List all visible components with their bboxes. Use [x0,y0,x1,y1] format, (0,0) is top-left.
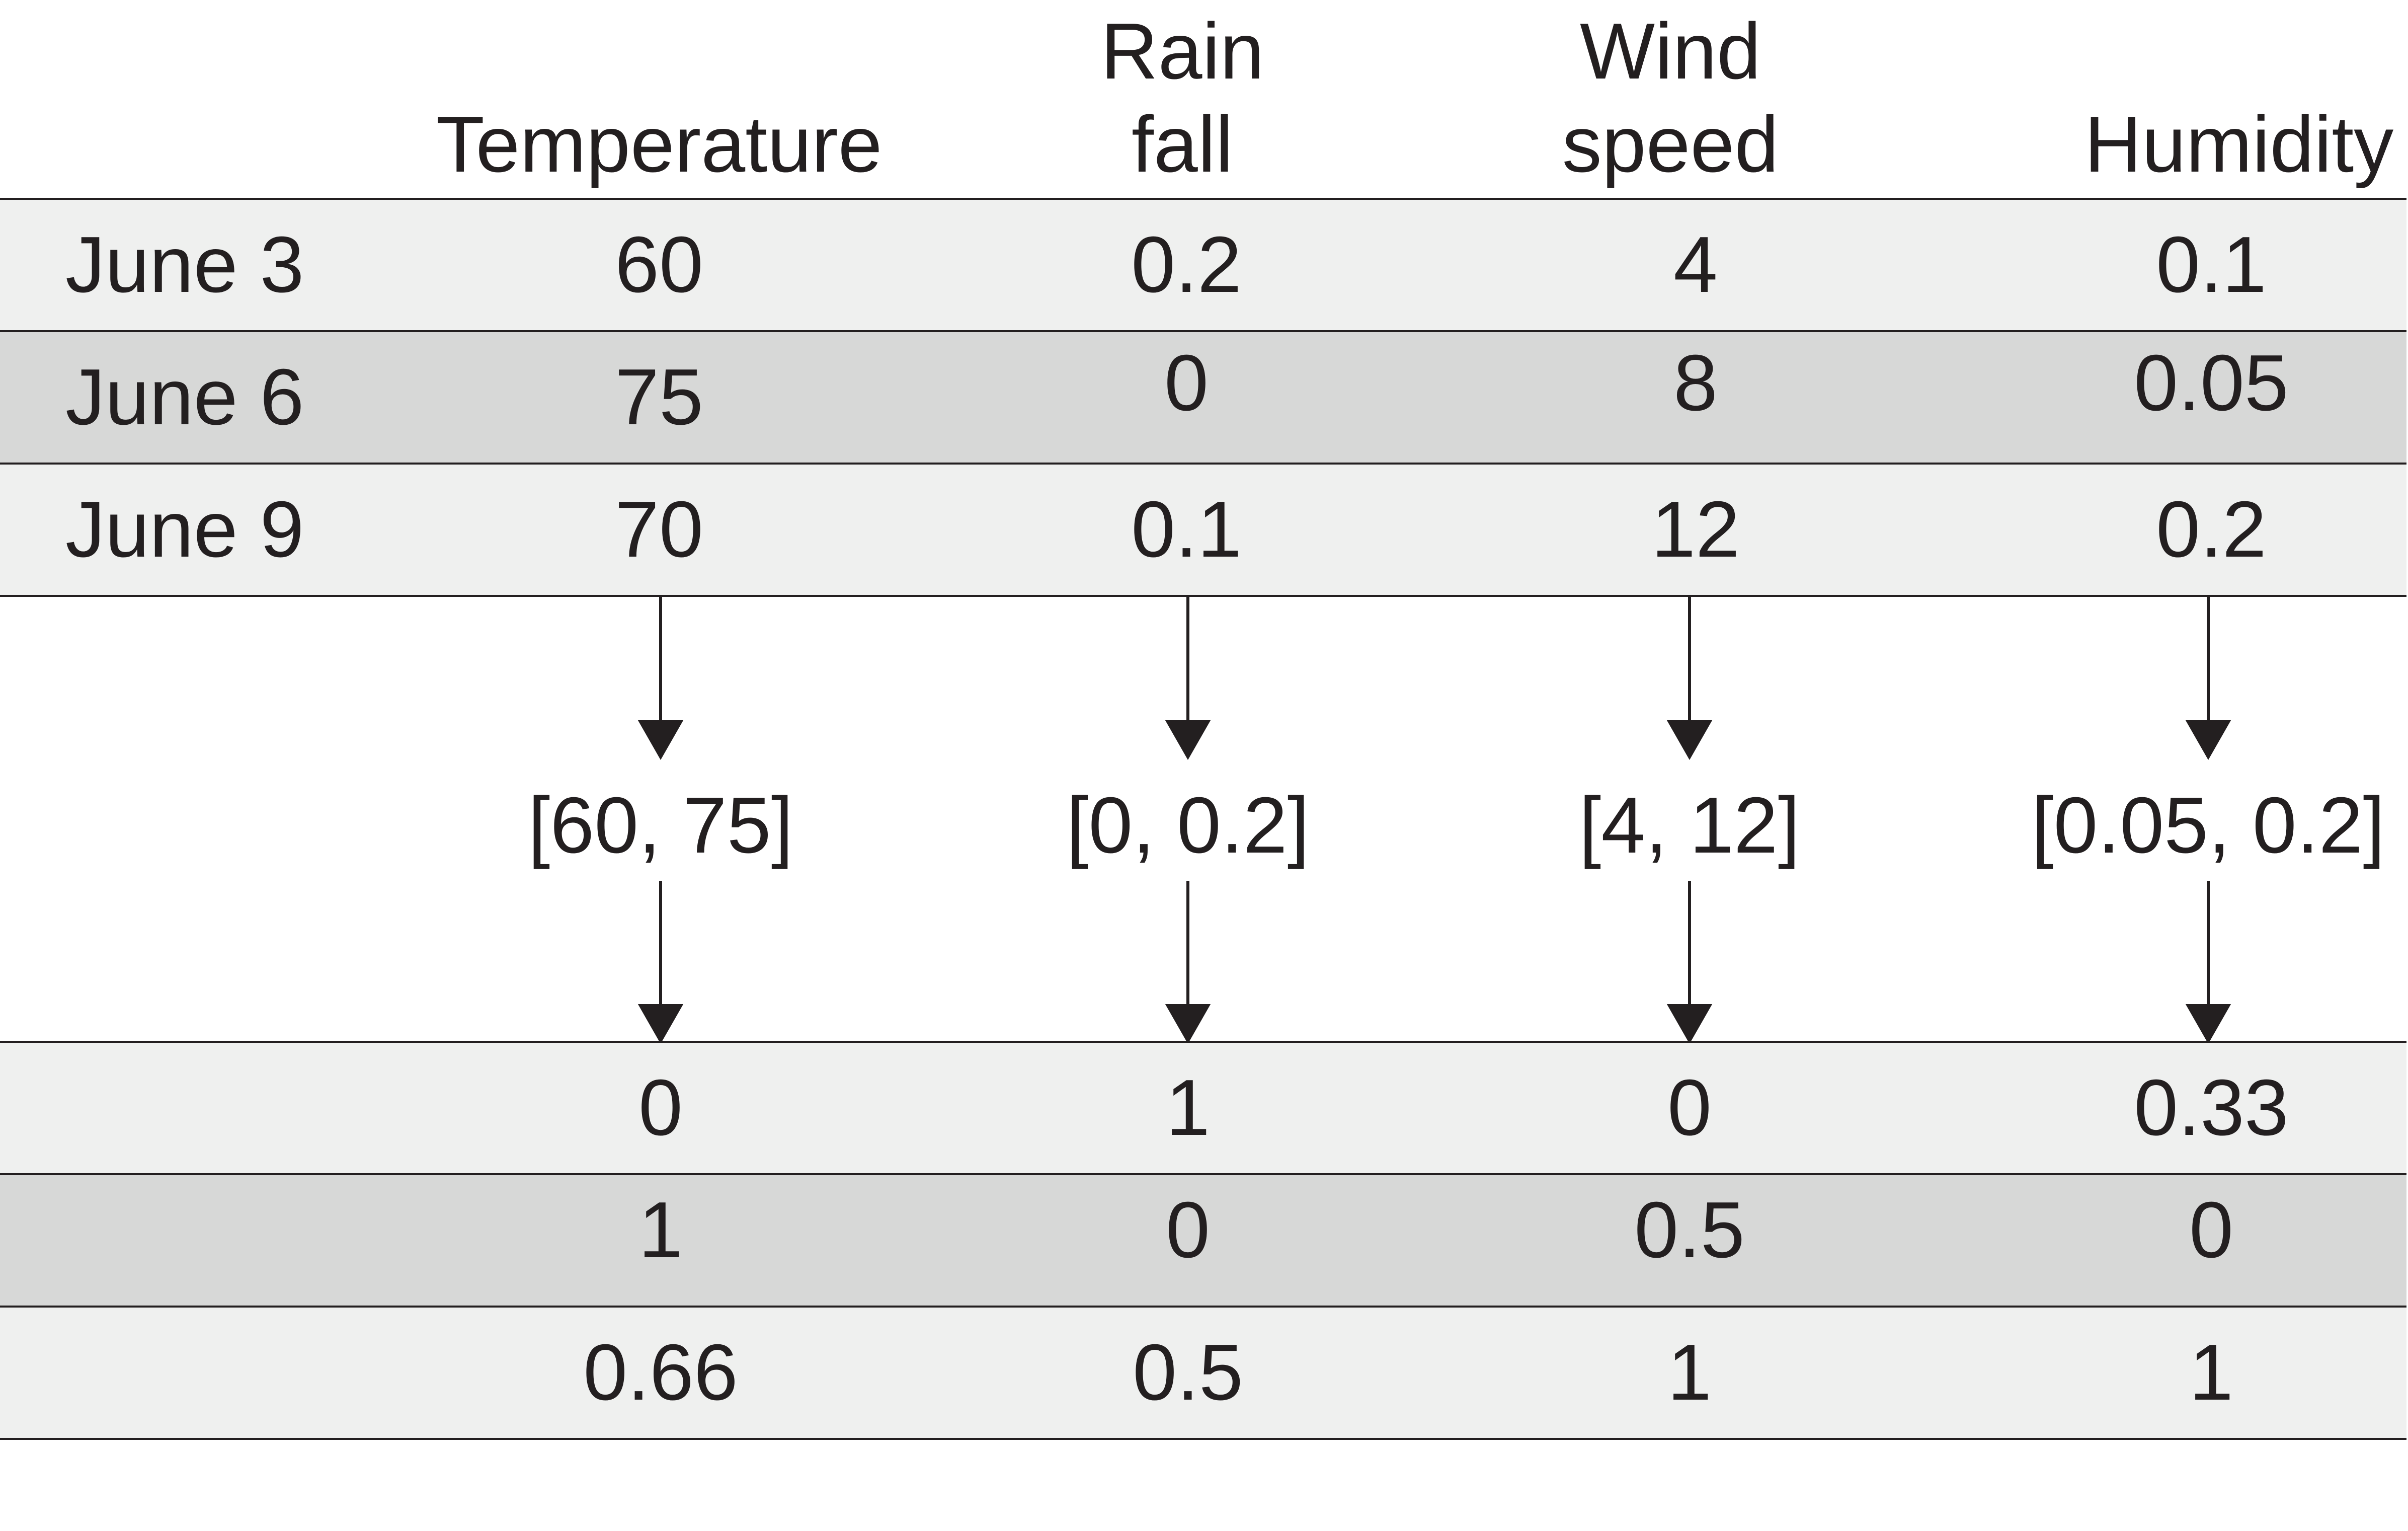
table-row: June 6 75 0 8 0.05 [0,330,2406,463]
row-label: June 3 [65,220,304,309]
range-temperature: [60, 75] [510,770,812,881]
cell-temperature: 1 [638,1186,683,1274]
cell-rainfall: 0.2 [1131,220,1242,309]
cell-rainfall: 0 [1164,339,1209,427]
cell-humidity: 0.1 [2156,220,2267,309]
cell-humidity: 0.2 [2156,485,2267,574]
header-windspeed-line2: speed [1562,100,1779,189]
cell-humidity: 0.05 [2134,339,2289,427]
cell-rainfall: 0.5 [1133,1328,1243,1417]
range-humidity: [0.05, 0.2] [2032,770,2385,881]
table-row: June 9 70 0.1 12 0.2 [0,463,2406,597]
row-label: June 6 [65,353,304,441]
cell-temperature: 0 [638,1063,683,1152]
header-humidity: Humidity [1987,0,2408,191]
header-rainfall-line2: fall [1132,100,1233,189]
header-humidity-line1: Humidity [2084,100,2394,189]
cell-rainfall: 1 [1166,1063,1210,1152]
header-temperature-line1: Temperature [436,100,882,189]
range-rainfall: [0, 0.2] [1037,770,1339,881]
cell-windspeed: 4 [1673,220,1718,309]
header-rainfall: Rain fall [981,0,1384,191]
range-windspeed: [4, 12] [1539,770,1840,881]
header-rainfall-line1: Rain [1100,7,1264,96]
arrowhead-rainfall-lower [1165,1004,1211,1044]
table-row: June 3 60 0.2 4 0.1 [0,198,2406,330]
cell-windspeed: 0.5 [1634,1186,1745,1274]
header-temperature: Temperature [382,0,936,191]
table-row: 1 0 0.5 0 [0,1173,2406,1306]
header-windspeed: Wind speed [1459,0,1882,191]
cell-humidity: 1 [2189,1328,2233,1417]
cell-windspeed: 12 [1651,485,1740,574]
cell-temperature: 75 [615,353,703,441]
arrowhead-windspeed-lower [1666,1004,1713,1044]
arrowhead-temperature-lower [637,1004,684,1044]
cell-humidity: 0 [2189,1186,2233,1274]
cell-windspeed: 1 [1667,1328,1712,1417]
arrowhead-humidity-upper [2185,720,2231,760]
cell-windspeed: 0 [1667,1063,1712,1152]
cell-temperature: 60 [615,220,703,309]
arrowhead-temperature-upper [637,720,684,760]
cell-humidity: 0.33 [2134,1063,2289,1152]
header-windspeed-line1: Wind [1580,7,1761,96]
arrowhead-humidity-lower [2185,1004,2231,1044]
table-row: 0.66 0.5 1 1 [0,1306,2406,1440]
table-row: 0 1 0 0.33 [0,1041,2406,1173]
row-label: June 9 [65,485,304,574]
cell-windspeed: 8 [1673,339,1718,427]
arrowhead-windspeed-upper [1666,720,1713,760]
cell-temperature: 70 [615,485,703,574]
arrowhead-rainfall-upper [1165,720,1211,760]
cell-temperature: 0.66 [583,1328,738,1417]
cell-rainfall: 0 [1166,1186,1210,1274]
cell-rainfall: 0.1 [1131,485,1242,574]
